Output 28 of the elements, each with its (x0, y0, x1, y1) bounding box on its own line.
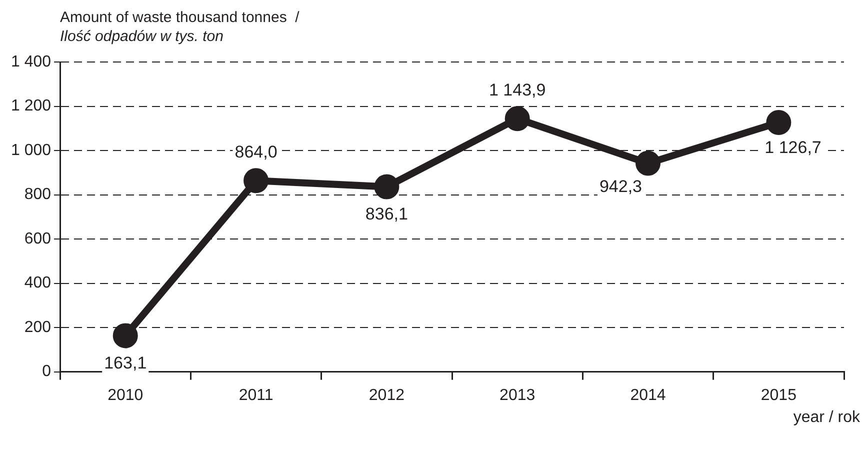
x-axis-title: year / rok (792, 409, 860, 427)
point (766, 110, 792, 135)
y-tick-label: 200 (24, 318, 52, 336)
x-tick-label: 2015 (760, 386, 797, 404)
x-tick-label: 2010 (108, 386, 144, 404)
data-label: 836,1 (365, 204, 408, 224)
x-tick-label: 2014 (630, 386, 666, 404)
y-tick-label: 600 (24, 230, 52, 248)
y-tick-label: 1 200 (10, 98, 52, 115)
y-tick-label: 400 (24, 274, 52, 292)
y-tick-label: 1 000 (10, 142, 52, 159)
data-label: 1 143,9 (488, 80, 546, 100)
x-tick-label: 2011 (238, 386, 274, 404)
y-tick-label: 800 (24, 186, 52, 204)
data-label: 1 126,7 (764, 138, 822, 158)
data-label: 942,3 (599, 176, 642, 196)
data-label: 163,1 (104, 353, 147, 372)
point (636, 150, 661, 176)
point (504, 106, 530, 132)
y-tick-label: 0 (42, 363, 52, 380)
point (112, 323, 138, 348)
y-tick-label: 1 400 (10, 53, 52, 70)
x-tick-label: 2013 (500, 386, 536, 404)
point (374, 174, 400, 200)
y-axis-title: Amount of waste thousand tonnes / Ilość odpadów w tys. ton (60, 8, 300, 46)
data-label: 864,0 (234, 142, 278, 162)
x-tick-label: 2012 (368, 386, 405, 404)
point (244, 168, 269, 194)
